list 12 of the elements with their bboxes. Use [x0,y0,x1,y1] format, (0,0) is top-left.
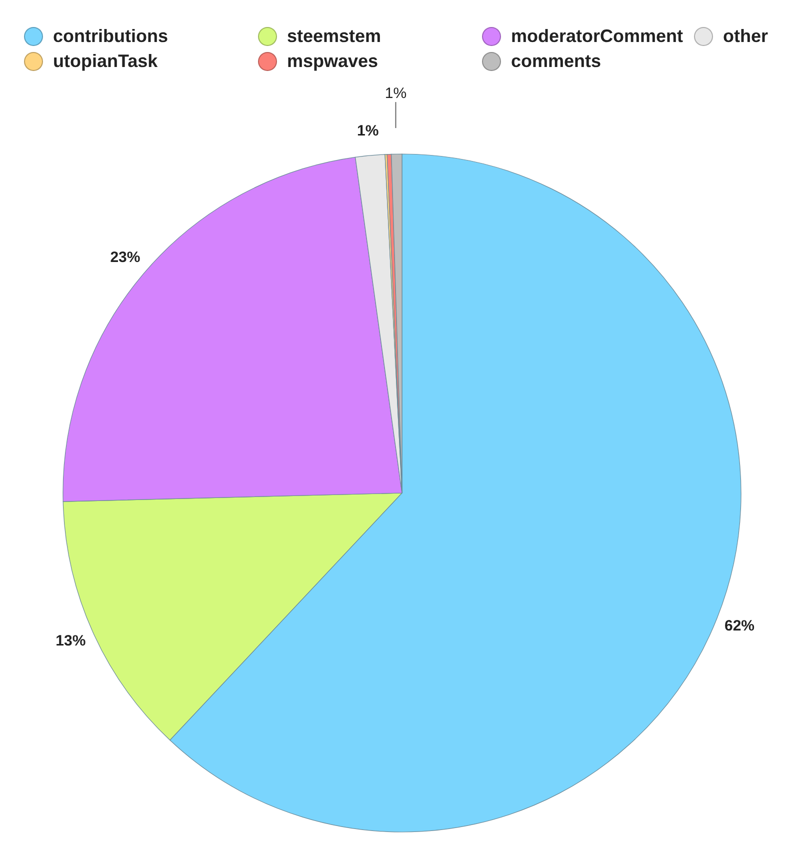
legend-label: steemstem [287,26,382,47]
legend-label: comments [511,51,602,72]
data-label: 1% [356,122,379,140]
legend-label: other [723,26,768,47]
legend-label: utopianTask [53,51,158,72]
legend-label: contributions [53,26,168,47]
data-label: 1% [384,85,407,102]
data-label: 62% [724,618,755,635]
data-label: 13% [56,632,86,650]
data-label: 23% [110,249,140,266]
legend-label: mspwaves [287,51,378,72]
legend-label: moderatorComment [511,26,684,47]
